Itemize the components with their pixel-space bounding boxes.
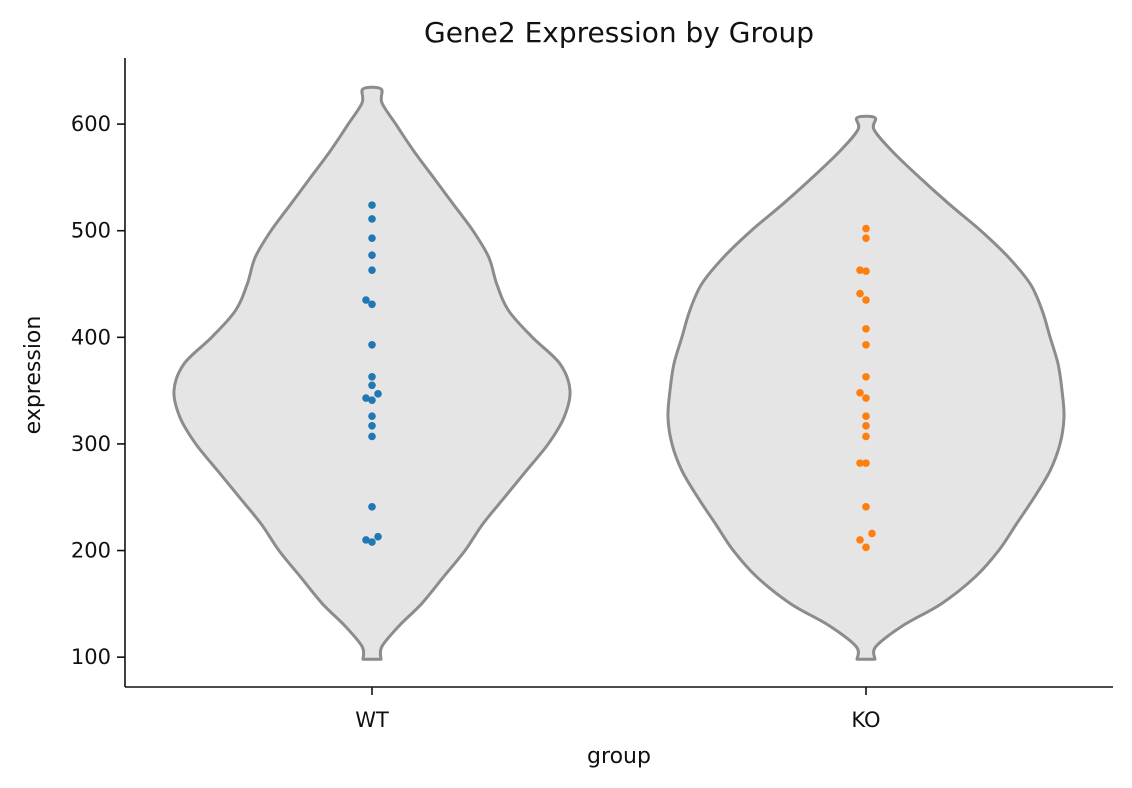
x-axis-ticks: WT KO <box>355 687 881 732</box>
data-point <box>862 412 870 421</box>
data-point <box>862 234 870 242</box>
y-tick-label: 100 <box>71 645 111 669</box>
data-point <box>368 381 376 390</box>
data-point <box>368 215 376 223</box>
data-point <box>368 372 376 381</box>
data-point <box>368 432 376 441</box>
data-point <box>856 266 864 274</box>
y-tick-label: 400 <box>71 325 111 349</box>
data-point <box>368 340 376 349</box>
data-point <box>862 422 870 430</box>
data-point <box>856 289 864 298</box>
data-point <box>862 394 870 402</box>
point-layer <box>362 201 876 552</box>
y-tick-label: 500 <box>71 219 111 243</box>
data-point <box>862 296 870 304</box>
data-point <box>362 394 370 402</box>
data-point <box>368 396 376 405</box>
data-point <box>368 251 376 260</box>
data-point <box>862 543 870 552</box>
data-point <box>368 503 376 511</box>
x-axis-label: group <box>587 744 651 769</box>
x-tick-label: KO <box>851 708 880 732</box>
data-point <box>868 529 876 538</box>
data-point <box>856 459 864 467</box>
y-tick-label: 200 <box>71 539 111 563</box>
data-point <box>368 201 376 209</box>
data-point <box>862 459 870 467</box>
data-point <box>362 296 370 304</box>
data-point <box>362 536 370 544</box>
y-tick-label: 300 <box>71 432 111 456</box>
y-axis-ticks: 100 200 300 400 500 600 <box>71 112 125 669</box>
y-axis-label: expression <box>21 316 46 435</box>
y-tick-label: 600 <box>71 112 111 136</box>
data-point <box>368 412 376 421</box>
data-point <box>368 300 376 309</box>
data-point <box>856 536 864 544</box>
data-point <box>368 266 376 274</box>
data-point <box>862 432 870 441</box>
violin-body <box>666 114 1066 661</box>
data-point <box>368 538 376 546</box>
data-point <box>862 224 870 233</box>
data-point <box>862 503 870 511</box>
data-point <box>368 422 376 430</box>
x-tick-label: WT <box>355 708 389 732</box>
data-point <box>862 372 870 381</box>
data-point <box>856 388 864 397</box>
data-point <box>862 267 870 276</box>
data-point <box>862 340 870 349</box>
data-point <box>368 234 376 242</box>
data-point <box>374 532 382 541</box>
violin-layer <box>172 85 1066 661</box>
chart-title: Gene2 Expression by Group <box>424 16 814 49</box>
data-point <box>862 324 870 333</box>
data-point <box>374 390 382 398</box>
